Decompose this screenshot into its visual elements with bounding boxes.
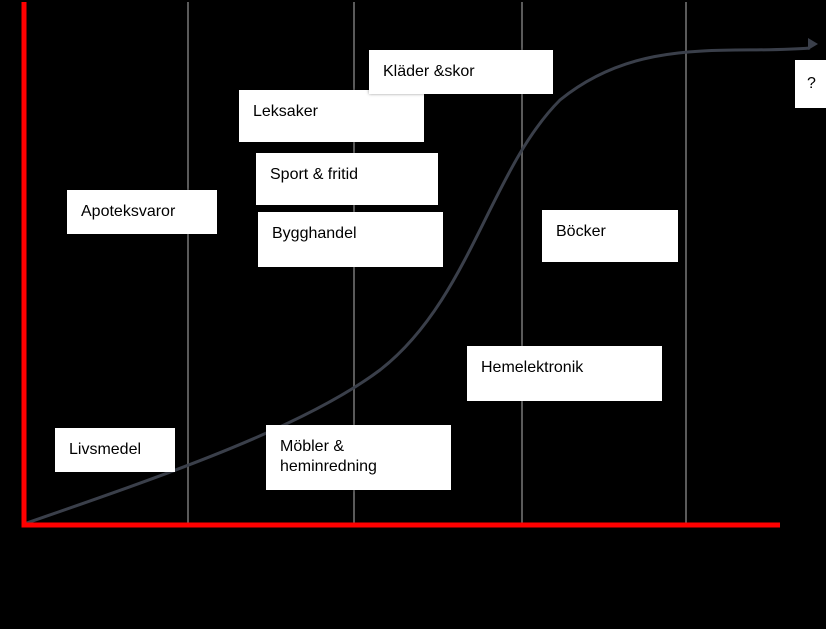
curve-arrowhead <box>808 38 818 50</box>
label-mobler: Möbler &heminredning <box>266 425 451 490</box>
s-curve-chart: Livsmedel Apoteksvaror Leksaker Sport & fri… <box>0 0 826 629</box>
label-sport-fritid: Sport & fritid <box>256 153 438 205</box>
label-bygghandel: Bygghandel <box>258 212 443 267</box>
label-bocker: Böcker <box>542 210 678 262</box>
label-livsmedel: Livsmedel <box>55 428 175 472</box>
label-hemelektronik: Hemelektronik <box>467 346 662 401</box>
label-klader-skor: Kläder &skor <box>369 50 553 94</box>
label-leksaker: Leksaker <box>239 90 424 142</box>
label-apoteksvaror: Apoteksvaror <box>67 190 217 234</box>
label-qmark: ? <box>795 60 826 108</box>
